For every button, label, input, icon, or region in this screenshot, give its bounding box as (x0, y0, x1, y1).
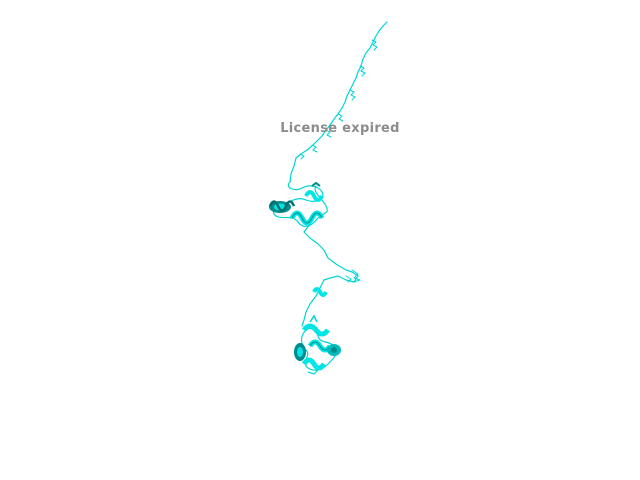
linker-loop-knot (345, 269, 361, 283)
upper-domain-helices (268, 181, 325, 226)
license-watermark: License expired (280, 121, 400, 136)
interdomain-linker (301, 223, 359, 327)
n-terminal-coil (289, 21, 388, 183)
coil-zigzag (299, 39, 378, 160)
lower-domain-helices (294, 314, 341, 375)
linker-helix (312, 287, 328, 297)
